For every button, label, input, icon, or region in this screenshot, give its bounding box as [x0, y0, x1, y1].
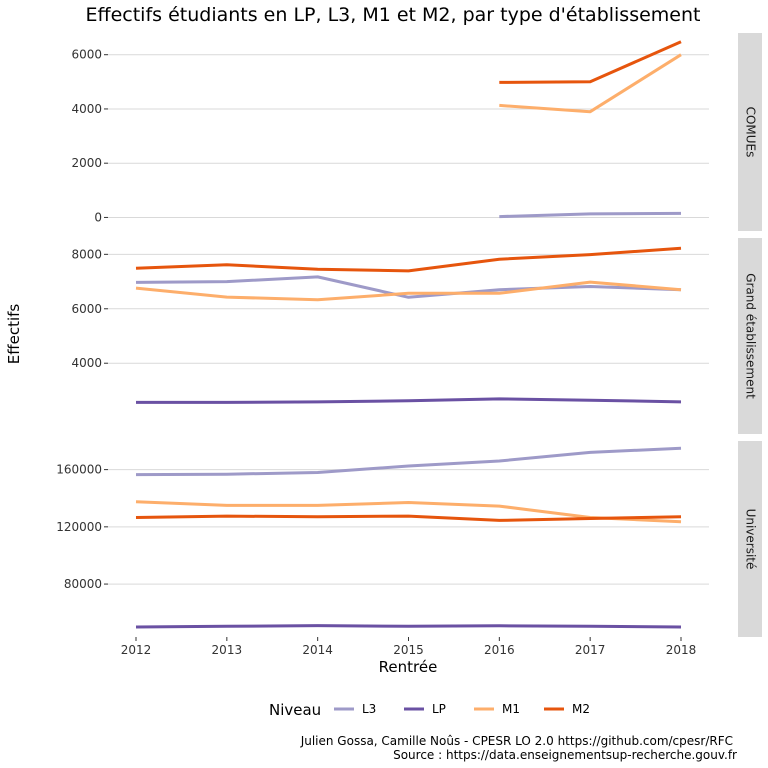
facet-panels: 0 2000 4000 6000 COMUEs 4000 6000 8000 Grand éta… — [56, 33, 762, 637]
legend-label: LP — [432, 702, 446, 716]
x-tick-label: 2013 — [212, 643, 243, 657]
y-tick-label: 6000 — [71, 48, 102, 62]
x-axis-title: Rentrée — [379, 658, 438, 676]
x-tick-label: 2017 — [575, 643, 606, 657]
facet-grand-etablissement: 4000 6000 8000 Grand établissement — [71, 238, 762, 434]
series-line-l3 — [135, 446, 682, 477]
caption-source: Source : https://data.enseignementsup-re… — [393, 748, 737, 762]
legend-item-m1: M1 — [474, 702, 520, 716]
series-line-m1 — [499, 53, 682, 114]
y-tick-label: 80000 — [64, 577, 102, 591]
y-tick-label: 6000 — [71, 302, 102, 316]
y-tick-label: 4000 — [71, 102, 102, 116]
facet-strip-label: Université — [744, 509, 758, 570]
facet-strip — [738, 238, 762, 434]
x-tick-label: 2014 — [302, 643, 333, 657]
legend-label: L3 — [362, 702, 376, 716]
series-line-lp — [136, 397, 682, 404]
x-tick-label: 2012 — [121, 643, 152, 657]
y-tick-label: 2000 — [71, 156, 102, 170]
series-line-l3 — [135, 275, 682, 299]
facet-strip — [738, 33, 762, 231]
facet-comues: 0 2000 4000 6000 COMUEs — [71, 33, 762, 231]
y-tick-label: 8000 — [71, 247, 102, 261]
legend: Niveau L3 LP M1 M2 — [269, 701, 590, 719]
chart-title: Effectifs étudiants en LP, L3, M1 et M2,… — [86, 4, 701, 26]
y-tick-label: 4000 — [71, 356, 102, 370]
y-axis-title: Effectifs — [5, 304, 23, 365]
caption-credits: Julien Gossa, Camille Noûs - CPESR LO 2.… — [300, 734, 733, 748]
facet-strip — [738, 441, 762, 637]
x-tick-label: 2015 — [393, 643, 424, 657]
x-tick-label: 2018 — [666, 643, 697, 657]
series-line-m2 — [135, 246, 682, 273]
y-tick-label: 160000 — [56, 463, 102, 477]
legend-label: M1 — [502, 702, 520, 716]
series-line-m1 — [135, 280, 682, 302]
legend-item-m2: M2 — [544, 702, 590, 716]
x-axis: 2012 2013 2014 2015 2016 2017 2018 — [121, 637, 697, 657]
y-tick-label: 0 — [94, 210, 102, 224]
facet-universite: 80000 120000 160000 Université — [56, 441, 762, 637]
series-line-l3 — [499, 211, 682, 219]
series-line-lp — [135, 624, 682, 629]
legend-item-l3: L3 — [334, 702, 376, 716]
legend-title: Niveau — [269, 701, 321, 719]
series-line-m2 — [135, 514, 682, 522]
x-tick-label: 2016 — [484, 643, 515, 657]
legend-label: M2 — [572, 702, 590, 716]
y-tick-label: 120000 — [56, 520, 102, 534]
facet-strip-label: Grand établissement — [744, 273, 758, 399]
facet-strip-label: COMUEs — [744, 107, 758, 158]
series-line-m2 — [499, 40, 682, 84]
legend-item-lp: LP — [404, 702, 446, 716]
